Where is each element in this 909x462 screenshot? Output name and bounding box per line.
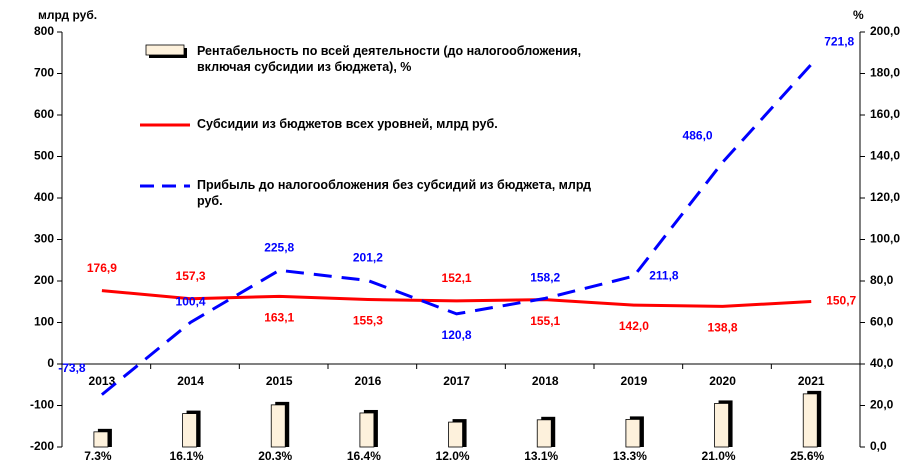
bar bbox=[93, 431, 109, 448]
line-value-label: 176,9 bbox=[87, 261, 117, 275]
y-tick-label: 0 bbox=[47, 356, 54, 370]
line-value-label: 201,2 bbox=[353, 251, 383, 265]
line-value-label: 142,0 bbox=[619, 319, 649, 333]
bar bbox=[182, 413, 197, 448]
y2-tick-label: 80,0 bbox=[870, 273, 894, 287]
y2-tick-label: 0,0 bbox=[870, 439, 887, 453]
line-series bbox=[101, 289, 812, 308]
y2-tick-label: 120,0 bbox=[870, 190, 900, 204]
bar bbox=[802, 393, 818, 448]
bar bbox=[536, 419, 552, 448]
x-tick-label: 2014 bbox=[177, 374, 204, 388]
y-tick-label: 800 bbox=[34, 24, 54, 38]
y2-tick-label: 40,0 bbox=[870, 356, 894, 370]
x-tick-label: 2016 bbox=[355, 374, 382, 388]
y-tick-label: 600 bbox=[34, 107, 54, 121]
bar bbox=[270, 404, 286, 448]
bar-value-label: 20.3% bbox=[258, 449, 292, 462]
line-value-label: 721,8 bbox=[824, 35, 854, 49]
y2-tick-label: 160,0 bbox=[870, 107, 900, 121]
y-axis-label: млрд руб. bbox=[38, 8, 97, 22]
line-value-label: 100,4 bbox=[176, 295, 206, 309]
x-tick-label: 2019 bbox=[621, 374, 648, 388]
bar-value-label: 12.0% bbox=[436, 449, 470, 462]
y-tick-label: 300 bbox=[34, 232, 54, 246]
line-value-label: 138,8 bbox=[708, 321, 738, 335]
y2-tick-label: 140,0 bbox=[870, 149, 900, 163]
line-value-label: 158,2 bbox=[530, 271, 560, 285]
bar-value-label: 16.1% bbox=[170, 449, 204, 462]
y-tick-label: 700 bbox=[34, 66, 54, 80]
line-value-label: 157,3 bbox=[176, 269, 206, 283]
line-value-label: 163,1 bbox=[264, 310, 294, 324]
x-tick-label: 2017 bbox=[443, 374, 470, 388]
line-value-label: -73,8 bbox=[58, 361, 86, 375]
legend-label: Субсидии из бюджетов всех уровней, млрд … bbox=[197, 117, 498, 131]
line-value-label: 211,8 bbox=[649, 268, 679, 282]
legend-label: Прибыль до налогообложения без субсидий … bbox=[197, 178, 592, 208]
y-tick-label: 500 bbox=[34, 149, 54, 163]
bar-value-label: 7.3% bbox=[84, 449, 112, 462]
x-tick-label: 2021 bbox=[798, 374, 825, 388]
bar bbox=[448, 421, 463, 448]
x-tick-label: 2020 bbox=[709, 374, 736, 388]
line-series bbox=[100, 63, 813, 396]
bar bbox=[714, 403, 729, 448]
y-tick-label: 400 bbox=[34, 190, 54, 204]
y2-tick-label: 200,0 bbox=[870, 24, 900, 38]
line-value-label: 486,0 bbox=[683, 128, 713, 142]
bar bbox=[625, 419, 641, 448]
y-tick-label: 200 bbox=[34, 273, 54, 287]
line-value-label: 155,1 bbox=[530, 314, 560, 328]
x-tick-label: 2013 bbox=[89, 374, 116, 388]
bar-value-label: 13.1% bbox=[524, 449, 558, 462]
y-tick-label: -200 bbox=[30, 439, 54, 453]
x-tick-label: 2015 bbox=[266, 374, 293, 388]
y2-tick-label: 60,0 bbox=[870, 315, 894, 329]
bar-value-label: 16.4% bbox=[347, 449, 381, 462]
line-value-label: 152,1 bbox=[442, 271, 472, 285]
line-value-label: 150,7 bbox=[826, 294, 856, 308]
y-tick-label: -100 bbox=[30, 398, 54, 412]
bar bbox=[359, 412, 375, 448]
y2-axis-label: % bbox=[853, 8, 864, 22]
y2-tick-label: 180,0 bbox=[870, 66, 900, 80]
line-value-label: 155,3 bbox=[353, 314, 383, 328]
bar-value-label: 13.3% bbox=[613, 449, 647, 462]
x-tick-label: 2018 bbox=[532, 374, 559, 388]
bar-value-label: 21.0% bbox=[702, 449, 736, 462]
bar-value-label: 25.6% bbox=[790, 449, 824, 462]
line-value-label: 120,8 bbox=[442, 328, 472, 342]
y2-tick-label: 100,0 bbox=[870, 232, 900, 246]
legend-label: Рентабельность по всей деятельности (до … bbox=[197, 44, 582, 74]
y2-tick-label: 20,0 bbox=[870, 398, 894, 412]
y-tick-label: 100 bbox=[34, 315, 54, 329]
legend-swatch bbox=[145, 44, 185, 56]
line-value-label: 225,8 bbox=[264, 240, 294, 254]
